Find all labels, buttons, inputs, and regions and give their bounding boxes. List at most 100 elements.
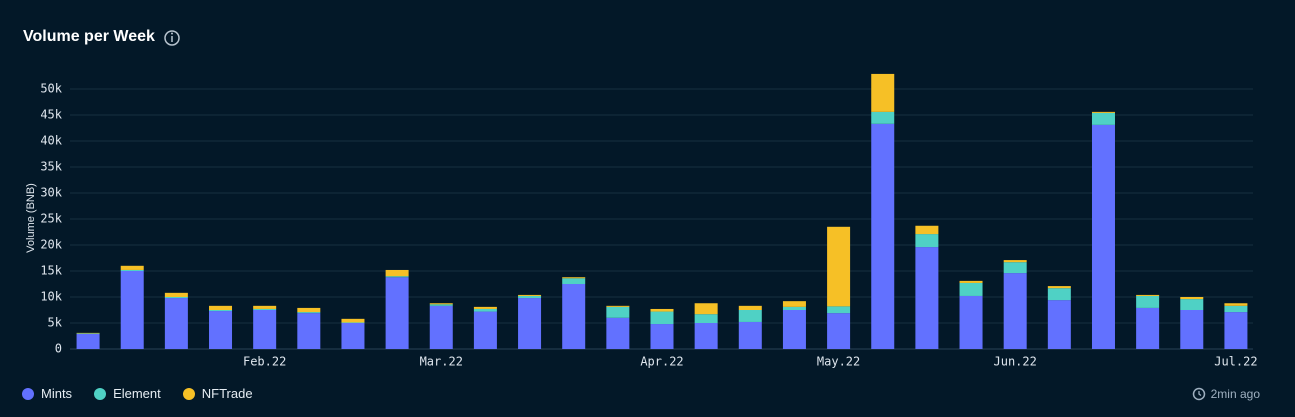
bar-segment <box>1136 295 1160 308</box>
clock-icon <box>1192 387 1205 401</box>
y-tick-label: 50k <box>40 82 62 96</box>
bar-segment <box>782 301 806 307</box>
legend-item[interactable]: NFTrade <box>182 386 253 401</box>
x-tick-label: May.22 <box>817 355 860 369</box>
bar-segment <box>341 318 365 323</box>
x-tick-label: Jun.22 <box>994 355 1037 369</box>
bar-segment <box>959 280 983 283</box>
chart: Volume per Week Volume (BNB) 0 5k 10k 15k 20… <box>23 28 1258 369</box>
bar-segment <box>385 276 409 278</box>
bar-segment <box>1003 262 1027 274</box>
bar-segment <box>959 282 983 296</box>
bar-segment <box>297 307 321 313</box>
bar-segment <box>429 305 453 349</box>
info-icon[interactable] <box>164 30 180 46</box>
legend: Mints Element NFTrade <box>22 386 253 401</box>
bar-segment <box>253 305 277 309</box>
bar-segment <box>1047 286 1071 289</box>
bar-segment <box>738 310 762 322</box>
bar-segment <box>650 308 674 312</box>
bar-segment <box>606 306 630 318</box>
bar-segment <box>782 306 806 310</box>
bar-segment <box>120 269 144 271</box>
bar-segment <box>76 332 100 334</box>
y-tick-label: 40k <box>40 134 62 148</box>
legend-swatch <box>22 387 34 400</box>
bar-segment <box>473 308 497 312</box>
bar-segment <box>385 269 409 277</box>
bar-segment <box>694 323 718 349</box>
y-tick-label: 20k <box>40 238 62 252</box>
bar-segment <box>1003 260 1027 263</box>
legend-item[interactable]: Mints <box>22 386 72 401</box>
bar-segment <box>209 305 233 310</box>
chart-title: Volume per Week <box>23 28 155 45</box>
bar-segment <box>650 311 674 325</box>
bar-segment <box>1180 299 1204 310</box>
bar-segment <box>650 324 674 349</box>
bar-segment <box>385 277 409 349</box>
bar-segment <box>738 305 762 310</box>
x-tick-label: Apr.22 <box>640 355 683 369</box>
bar-segment <box>959 295 983 349</box>
bar-segment <box>253 308 277 310</box>
bar-segment <box>429 304 453 306</box>
bar-segment <box>209 310 233 312</box>
bar-segment <box>738 321 762 349</box>
y-tick-label: 45k <box>40 108 62 122</box>
y-axis-label: Volume (BNB) <box>25 183 37 253</box>
y-tick-label: 10k <box>40 290 62 304</box>
bar-segment <box>827 313 851 349</box>
y-tick-label: 0 <box>55 342 62 356</box>
bar-segment <box>1047 288 1071 301</box>
bar-segment <box>120 265 144 270</box>
last-updated: 2min ago <box>1192 387 1260 401</box>
bar-segment <box>518 294 542 296</box>
legend-label: Mints <box>41 386 73 401</box>
bar-segment <box>782 310 806 349</box>
y-tick-label: 15k <box>40 264 62 278</box>
bar-segment <box>915 247 939 349</box>
bar-segment <box>518 295 542 299</box>
bar-segment <box>871 111 895 124</box>
bar-segment <box>518 298 542 349</box>
x-tick-label: Jul.22 <box>1214 355 1257 369</box>
bar-segment <box>562 284 586 349</box>
x-tick-label: Feb.22 <box>243 355 286 369</box>
bar-segment <box>1136 307 1160 349</box>
bar-segment <box>1224 305 1248 313</box>
bar-segment <box>1047 300 1071 349</box>
bar-segment <box>915 225 939 235</box>
bar-segment <box>871 123 895 349</box>
bar-segment <box>606 317 630 349</box>
bar-segment <box>562 277 586 279</box>
legend-swatch <box>182 387 195 400</box>
y-tick-label: 35k <box>40 160 62 174</box>
legend-label: NFTrade <box>201 386 253 401</box>
bar-segment <box>209 311 233 349</box>
bar-segment <box>341 322 365 323</box>
bar-segment <box>76 333 100 349</box>
y-tick-label: 30k <box>40 186 62 200</box>
bar-segment <box>1224 312 1248 349</box>
legend-item[interactable]: Element <box>94 386 161 401</box>
bar-segment <box>473 306 497 309</box>
legend-label: Element <box>113 386 161 401</box>
y-tick-label: 25k <box>40 212 62 226</box>
bar-segment <box>827 306 851 314</box>
bar-segment <box>1224 303 1248 306</box>
bar-segment <box>253 310 277 349</box>
bar-segment <box>341 323 365 349</box>
bar-segment <box>473 311 497 349</box>
updated-text: 2min ago <box>1210 387 1260 401</box>
bar-segment <box>1003 273 1027 349</box>
bar-segment <box>297 313 321 349</box>
bar-segment <box>871 73 895 112</box>
bar-segment <box>915 234 939 248</box>
bar-segment <box>1091 124 1115 349</box>
bar-segment <box>120 271 144 349</box>
bar-segment <box>606 305 630 307</box>
bar-segment <box>1091 111 1115 113</box>
bar-segment <box>1091 112 1115 125</box>
